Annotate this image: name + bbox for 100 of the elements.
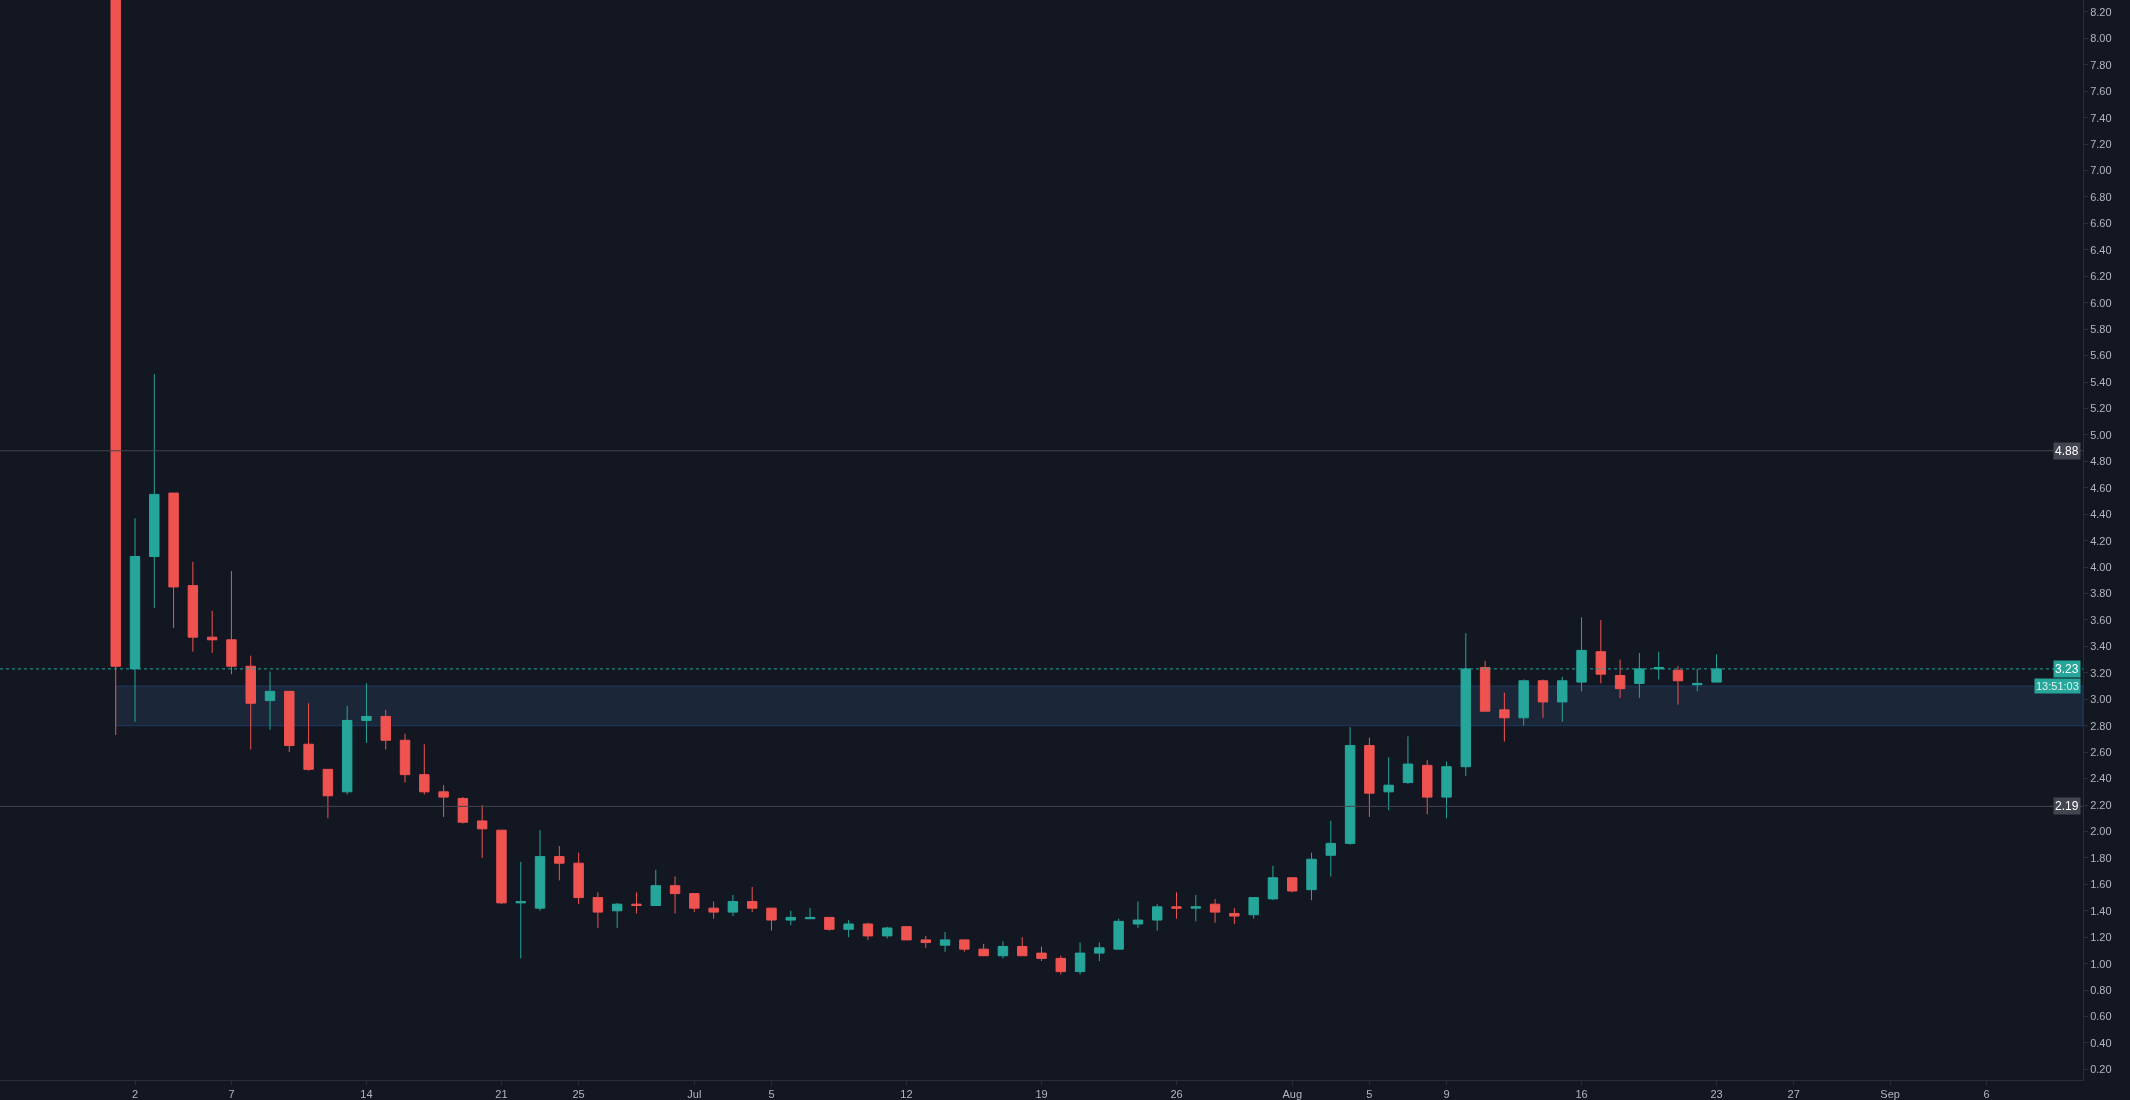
candlestick <box>419 743 430 795</box>
candlestick <box>1267 865 1279 901</box>
candlestick <box>1016 936 1028 957</box>
candlestick <box>476 804 488 859</box>
candlestick <box>669 875 681 914</box>
candlestick <box>1499 692 1510 743</box>
candlestick <box>303 702 314 772</box>
y-tick-label: 2.80 <box>2090 719 2112 732</box>
y-tick-label: 5.00 <box>2090 428 2112 441</box>
y-tick-label: 7.20 <box>2090 137 2112 150</box>
y-tick-label: 1.80 <box>2090 851 2112 864</box>
candlestick <box>1036 945 1047 962</box>
y-tick-label: 5.80 <box>2090 323 2112 336</box>
y-tick-label: 0.20 <box>2090 1063 2112 1076</box>
x-tick-label: 2 <box>131 1088 139 1100</box>
y-tick-label: 8.00 <box>2090 32 2112 45</box>
candlestick <box>1094 942 1105 962</box>
ref-line-label: 3.23 <box>2055 662 2079 676</box>
y-tick-label: 4.40 <box>2090 508 2112 521</box>
candlestick <box>149 373 160 609</box>
x-tick-label: 7 <box>228 1088 235 1100</box>
y-tick-label: 7.40 <box>2090 111 2112 124</box>
y-tick-label: 3.40 <box>2090 640 2112 653</box>
candlestick <box>766 907 777 932</box>
candlestick <box>611 902 623 929</box>
y-tick-label: 5.60 <box>2090 349 2112 362</box>
x-tick-label: Aug <box>1282 1088 1303 1100</box>
candlestick <box>978 943 989 957</box>
y-tick-label: 0.40 <box>2090 1036 2112 1049</box>
candlestick <box>1614 659 1626 699</box>
candlestick <box>187 561 199 653</box>
x-tick-label: Jul <box>687 1088 702 1100</box>
candlestick <box>1190 894 1202 922</box>
y-tick-label: 4.60 <box>2090 481 2112 494</box>
y-tick-label: 6.60 <box>2090 217 2112 230</box>
candlestick <box>245 655 256 751</box>
candlestick <box>1518 678 1529 727</box>
candlestick <box>438 784 449 818</box>
candlestick <box>1537 678 1549 719</box>
x-tick-label: 27 <box>1787 1088 1800 1100</box>
x-tick-label: 16 <box>1575 1088 1588 1100</box>
candlestick <box>1287 877 1298 893</box>
y-tick-label: 3.80 <box>2090 587 2112 600</box>
candlestick <box>689 893 700 913</box>
candlestick <box>1383 756 1394 811</box>
annotation: 13:51:03 <box>2036 680 2079 692</box>
x-tick-label: 19 <box>1035 1088 1048 1100</box>
ref-line-label: 4.88 <box>2055 444 2079 458</box>
y-tick-label: 4.20 <box>2090 534 2112 547</box>
candlestick <box>804 907 816 920</box>
y-tick-label: 1.20 <box>2090 931 2112 944</box>
x-tick-label: 6 <box>1983 1088 1990 1100</box>
candlestick <box>631 891 642 914</box>
y-tick-label: 7.00 <box>2090 164 2112 177</box>
candlestick <box>997 940 1009 959</box>
y-tick-label: 1.40 <box>2090 904 2112 917</box>
x-tick-label: 14 <box>360 1088 373 1100</box>
ref-line-label: 2.19 <box>2055 799 2079 813</box>
candlestick <box>1441 760 1452 819</box>
y-tick-label: 2.60 <box>2090 746 2112 759</box>
candlestick <box>380 709 391 751</box>
candlestick <box>496 829 507 905</box>
candlestick <box>1402 735 1414 785</box>
candlestick <box>708 901 719 920</box>
candlestick <box>1364 737 1375 818</box>
candlestick <box>515 861 526 959</box>
y-tick-label: 4.80 <box>2090 455 2112 468</box>
candlestick <box>1595 619 1607 684</box>
candlestick <box>573 852 584 905</box>
y-tick-label: 8.20 <box>2090 5 2112 18</box>
y-tick-label: 6.40 <box>2090 243 2112 256</box>
candlestick <box>1055 955 1067 975</box>
candlestick <box>939 931 951 953</box>
candlestick <box>1229 907 1240 925</box>
x-tick-label: 26 <box>1170 1088 1183 1100</box>
candlestick <box>1306 852 1317 901</box>
candlestick <box>1113 918 1124 950</box>
y-tick-label: 4.00 <box>2090 560 2112 573</box>
y-tick-label: 2.00 <box>2090 825 2112 838</box>
y-tick-label: 5.40 <box>2090 375 2112 388</box>
candlestick <box>206 610 218 654</box>
candlestick <box>168 492 179 629</box>
candlestick <box>226 570 237 675</box>
candlestick <box>881 926 893 940</box>
y-tick-label: 6.80 <box>2090 190 2112 203</box>
candlestick <box>1325 820 1337 877</box>
x-tick-label: 23 <box>1710 1088 1723 1100</box>
y-tick-label: 7.60 <box>2090 85 2112 98</box>
candlestick <box>1248 897 1259 920</box>
candlestick <box>843 919 854 938</box>
y-tick-label: 1.00 <box>2090 957 2112 970</box>
x-tick-label: 21 <box>495 1088 508 1100</box>
x-tick-label: Sep <box>1880 1088 1900 1100</box>
y-tick-label: 2.20 <box>2090 798 2112 811</box>
candlestick <box>746 886 758 913</box>
candlestick <box>824 916 835 932</box>
candlestick <box>592 891 604 929</box>
candlestick <box>1152 903 1163 932</box>
y-tick-label: 7.80 <box>2090 58 2112 71</box>
candlestick <box>110 0 121 736</box>
